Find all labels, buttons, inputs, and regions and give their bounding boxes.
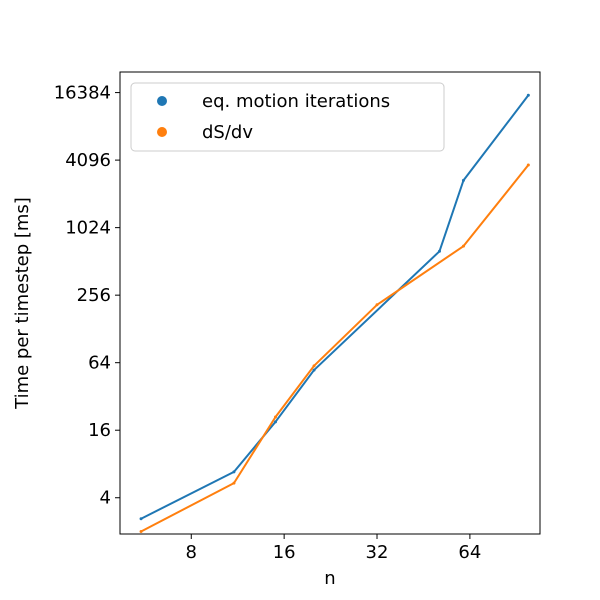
y-axis-ticks: 4 16 64 256 1024 4096 16384 xyxy=(54,83,120,509)
y-tick-label-256: 256 xyxy=(77,285,111,306)
series-1-point-2 xyxy=(273,415,277,419)
x-tick-label-32: 32 xyxy=(366,542,389,563)
series-1-point-0 xyxy=(139,530,143,534)
x-tick-label-16: 16 xyxy=(273,542,296,563)
x-tick-label-64: 64 xyxy=(458,542,481,563)
series-0-point-2 xyxy=(273,420,277,424)
y-tick-label-4: 4 xyxy=(100,488,111,509)
x-axis-label: n xyxy=(324,568,335,589)
y-tick-label-4096: 4096 xyxy=(65,150,111,171)
y-axis-label: Time per timestep [ms] xyxy=(12,197,33,410)
series-1-point-3 xyxy=(312,364,316,368)
plot-frame xyxy=(119,71,541,535)
legend-marker-series-1 xyxy=(157,127,167,137)
y-tick-label-64: 64 xyxy=(88,353,111,374)
legend: eq. motion iterations dS/dv xyxy=(130,82,445,152)
x-axis-ticks: 8 16 32 64 xyxy=(186,534,481,563)
series-1-point-4 xyxy=(375,303,379,307)
y-tick-label-1024: 1024 xyxy=(65,218,111,239)
series-1-point-6 xyxy=(526,163,530,167)
series-0-point-1 xyxy=(232,470,236,474)
series-1-point-5 xyxy=(461,244,465,248)
series-0-point-5 xyxy=(461,178,465,182)
y-tick-label-16384: 16384 xyxy=(54,83,111,104)
series-1-point-1 xyxy=(232,481,236,485)
series-0-point-6 xyxy=(526,93,530,97)
legend-marker-series-0 xyxy=(157,96,167,106)
legend-label-series-1: dS/dv xyxy=(202,122,253,143)
series-0-point-4 xyxy=(437,249,441,253)
y-tick-label-16: 16 xyxy=(88,420,111,441)
series-0-point-0 xyxy=(139,517,143,521)
series-layer xyxy=(139,93,530,534)
series-0-point-3 xyxy=(312,368,316,372)
x-tick-label-8: 8 xyxy=(186,542,197,563)
legend-label-series-0: eq. motion iterations xyxy=(202,91,390,112)
legend-frame xyxy=(130,82,445,152)
